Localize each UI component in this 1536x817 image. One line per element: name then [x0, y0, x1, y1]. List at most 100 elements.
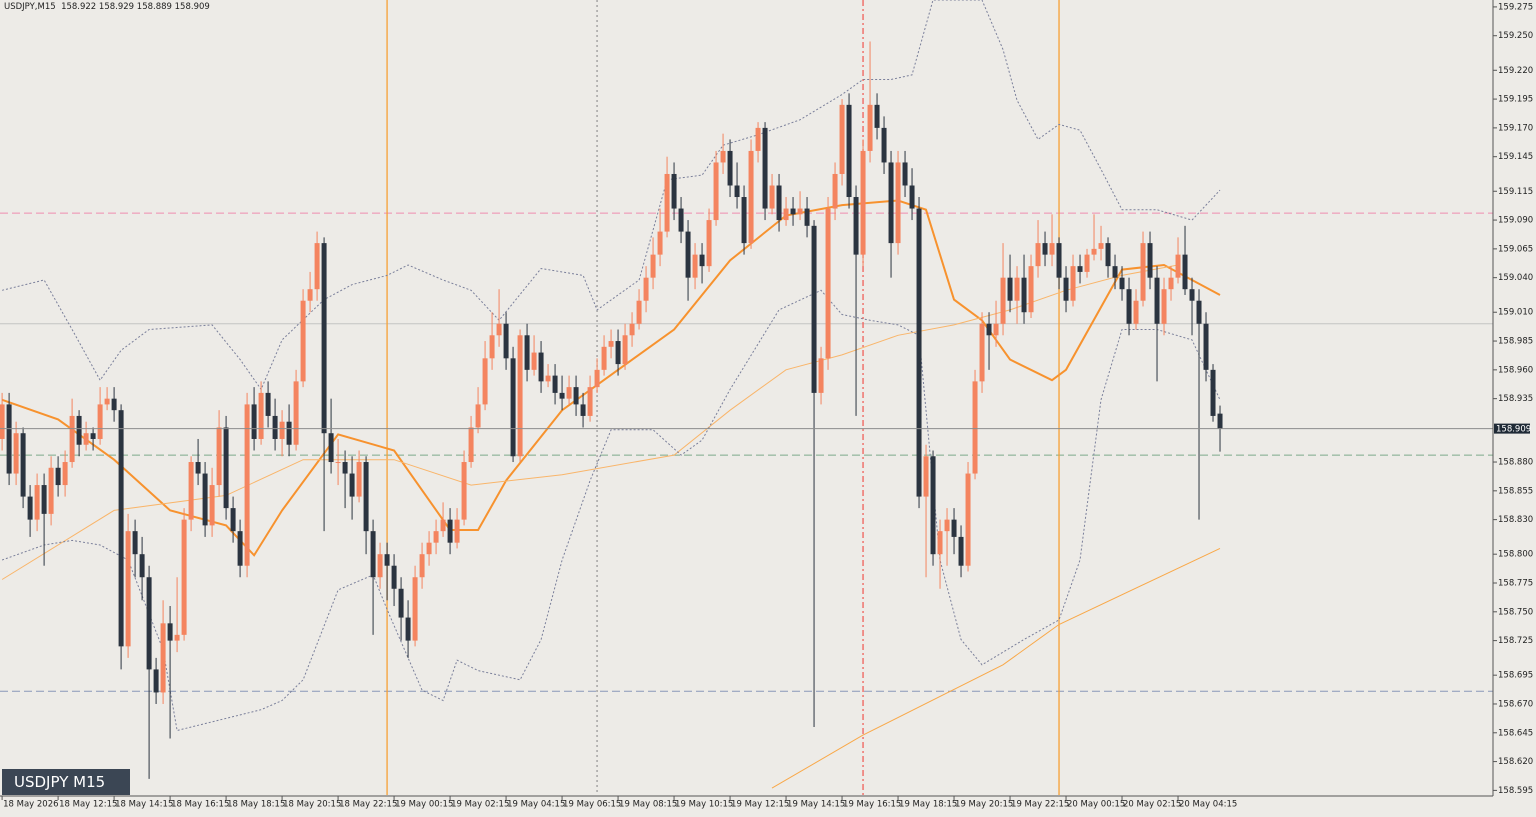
candle-body	[370, 531, 376, 578]
candle-body	[888, 162, 894, 244]
candle-body	[552, 375, 558, 393]
symbol-period: USDJPY,M15	[4, 2, 56, 12]
candle-body	[146, 577, 152, 670]
candle-body	[1140, 243, 1146, 301]
candle-body	[489, 335, 495, 359]
candle-body	[132, 531, 138, 555]
x-tick-label: 18 May 20:15	[283, 800, 341, 810]
candle-body	[90, 433, 96, 439]
indicator-line	[771, 547, 1221, 789]
candle-body	[986, 323, 992, 336]
candle-body	[678, 208, 684, 232]
candle-body	[755, 127, 761, 151]
candle-body	[615, 341, 621, 365]
candle-body	[538, 352, 544, 382]
candle-body	[643, 277, 649, 301]
x-tick-label: 19 May 22:15	[1011, 800, 1069, 810]
candle-body	[1126, 289, 1132, 324]
x-tick-label: 19 May 16:15	[843, 800, 901, 810]
candle-body	[902, 162, 908, 186]
candle-body	[76, 415, 82, 445]
candle-body	[769, 185, 775, 209]
candle-body	[517, 335, 523, 457]
candle-body	[839, 104, 845, 174]
candle-body	[972, 381, 978, 474]
candle-body	[1000, 277, 1006, 324]
x-tick-label: 19 May 02:15	[451, 800, 509, 810]
candle-body	[811, 225, 817, 393]
indicator-line	[1, 0, 1221, 391]
candle-body	[1189, 289, 1195, 301]
candle-body	[160, 623, 166, 693]
candle-body	[496, 323, 502, 336]
candle-body	[832, 173, 838, 209]
candle-body	[587, 387, 593, 416]
candle-body	[258, 392, 264, 439]
candle-body	[818, 358, 824, 393]
candle-body	[664, 173, 670, 232]
candle-body	[1168, 277, 1174, 290]
candle-body	[244, 404, 250, 566]
candle-body	[482, 358, 488, 405]
candle-body	[566, 387, 572, 399]
y-tick-label: 158.960	[1498, 365, 1533, 375]
candle-body	[1119, 277, 1125, 290]
y-tick-label: 158.830	[1498, 515, 1533, 525]
price-tag	[1494, 423, 1530, 434]
x-tick-label: 18 May 22:15	[339, 800, 397, 810]
candle-body	[720, 150, 726, 163]
candle-body	[1042, 243, 1048, 255]
candle-body	[209, 485, 215, 526]
x-tick-label: 19 May 20:15	[955, 800, 1013, 810]
candle-body	[426, 542, 432, 555]
candle-body	[272, 415, 278, 439]
candle-body	[993, 323, 999, 336]
candle-body	[1091, 248, 1097, 255]
candle-body	[748, 150, 754, 244]
y-tick-label: 158.750	[1498, 607, 1533, 617]
candle-body	[468, 427, 474, 463]
y-tick-label: 158.880	[1498, 458, 1533, 468]
y-tick-label: 159.195	[1498, 95, 1533, 105]
y-tick-label: 158.935	[1498, 394, 1533, 404]
indicator-line	[1, 289, 1221, 732]
candle-body	[251, 404, 257, 439]
candle-body	[1105, 243, 1111, 267]
candle-body	[937, 531, 943, 555]
y-tick-label: 159.145	[1498, 152, 1533, 162]
candle-body	[1161, 289, 1167, 324]
candle-body	[762, 127, 768, 209]
candle-body	[1077, 266, 1083, 272]
candle-body	[377, 554, 383, 578]
candle-body	[405, 617, 411, 641]
candle-body	[174, 634, 180, 641]
candle-body	[951, 519, 957, 537]
x-tick-label: 19 May 04:15	[507, 800, 565, 810]
x-tick-label: 19 May 08:15	[619, 800, 677, 810]
candle-body	[447, 519, 453, 543]
x-tick-label: 18 May 16:15	[171, 800, 229, 810]
candle-body	[727, 150, 733, 186]
candle-body	[895, 162, 901, 244]
candle-body	[41, 485, 47, 514]
x-tick-label: 20 May 04:15	[1179, 800, 1237, 810]
candle-body	[342, 462, 348, 474]
chart-header: USDJPY,M15 158.922 158.929 158.889 158.9…	[4, 2, 210, 12]
candle-body	[692, 254, 698, 278]
candle-body	[965, 473, 971, 566]
candle-body	[412, 577, 418, 641]
candle-body	[27, 496, 33, 520]
candle-body	[111, 398, 117, 411]
candle-body	[69, 415, 75, 463]
y-tick-label: 159.065	[1498, 244, 1533, 254]
candle-body	[1147, 243, 1153, 278]
x-tick-label: 20 May 00:15	[1067, 800, 1125, 810]
candle-body	[860, 150, 866, 255]
close: 158.909	[174, 2, 210, 12]
plot-area	[0, 0, 1493, 795]
x-tick-label: 19 May 14:15	[787, 800, 845, 810]
candle-body	[874, 104, 880, 128]
candle-body	[181, 519, 187, 635]
candle-body	[34, 485, 40, 520]
